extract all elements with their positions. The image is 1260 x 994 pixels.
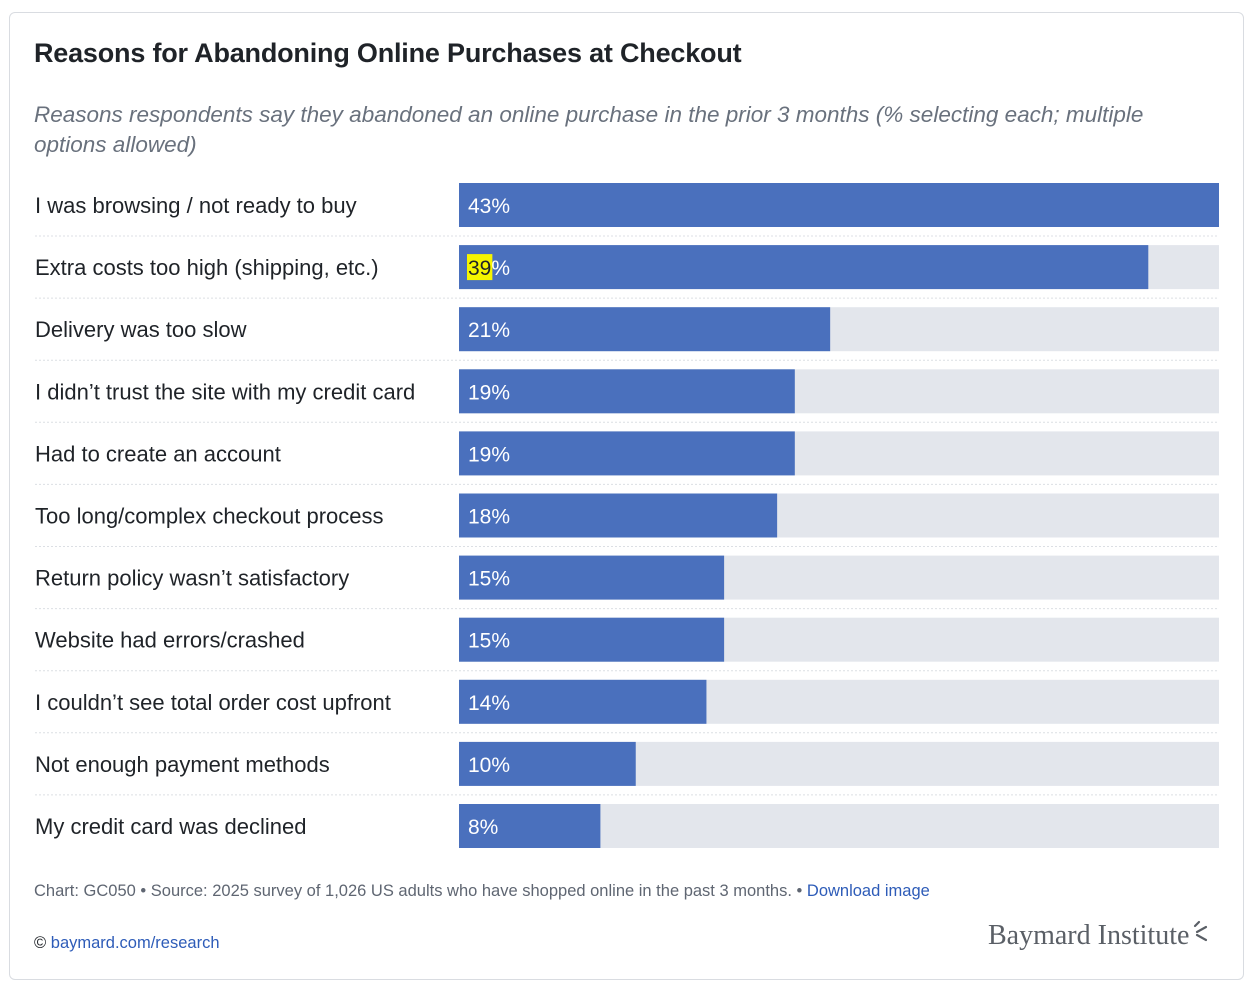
value-label: 43% (468, 195, 510, 218)
copyright-symbol: © (34, 934, 47, 952)
chart-id: Chart: GC050 (34, 882, 136, 900)
value-label: 18% (468, 506, 510, 529)
value-label: 39% (468, 257, 510, 280)
bar (459, 804, 601, 848)
category-label: Website had errors/crashed (35, 628, 305, 653)
bar-chart: I was browsing / not ready to buy 43% Extr… (35, 183, 1219, 848)
value-label: 8% (468, 816, 498, 839)
category-label: Extra costs too high (shipping, etc.) (35, 255, 379, 280)
category-label: I couldn’t see total order cost upfront (35, 690, 391, 715)
value-label: 19% (468, 381, 510, 404)
value-label: 15% (468, 630, 510, 653)
chart-footer: Chart: GC050 • Source: 2025 survey of 1,… (34, 880, 994, 903)
category-label: Not enough payment methods (35, 752, 330, 777)
value-label: 14% (468, 692, 510, 715)
source-text: Source: 2025 survey of 1,026 US adults w… (150, 882, 792, 900)
bar (459, 493, 778, 538)
category-label: I was browsing / not ready to buy (35, 193, 357, 218)
baymard-logo: Baymard Institute (988, 920, 1209, 952)
category-label: My credit card was declined (35, 814, 306, 839)
highlight-mark (467, 254, 493, 281)
logo-mark-icon (1194, 920, 1208, 942)
bar (459, 617, 725, 662)
bar (459, 431, 795, 476)
category-label: Delivery was too slow (35, 317, 247, 342)
category-label: Return policy wasn’t satisfactory (35, 566, 349, 591)
value-label: 10% (468, 754, 510, 777)
logo-text: Baymard Institute (988, 920, 1190, 951)
bar (459, 307, 831, 352)
download-image-link[interactable]: Download image (806, 882, 930, 900)
separator-dot: • (140, 882, 147, 900)
separator-dot: • (796, 882, 803, 900)
copyright-line: © baymard.com/research (34, 934, 220, 953)
value-label: 15% (468, 568, 510, 591)
category-label: Too long/complex checkout process (35, 504, 384, 529)
value-label: 19% (468, 443, 510, 466)
bar (459, 679, 707, 724)
bar (459, 245, 1149, 290)
chart-subtitle: Reasons respondents say they abandoned a… (34, 102, 1144, 157)
chart-title: Reasons for Abandoning Online Purchases … (34, 38, 742, 68)
category-label: I didn’t trust the site with my credit c… (35, 379, 415, 404)
category-label: Had to create an account (35, 441, 281, 466)
bar (459, 741, 636, 786)
bar (459, 183, 1219, 227)
bar (459, 555, 725, 600)
research-link[interactable]: baymard.com/research (50, 934, 220, 952)
bar (459, 369, 795, 414)
value-label: 21% (468, 319, 510, 342)
